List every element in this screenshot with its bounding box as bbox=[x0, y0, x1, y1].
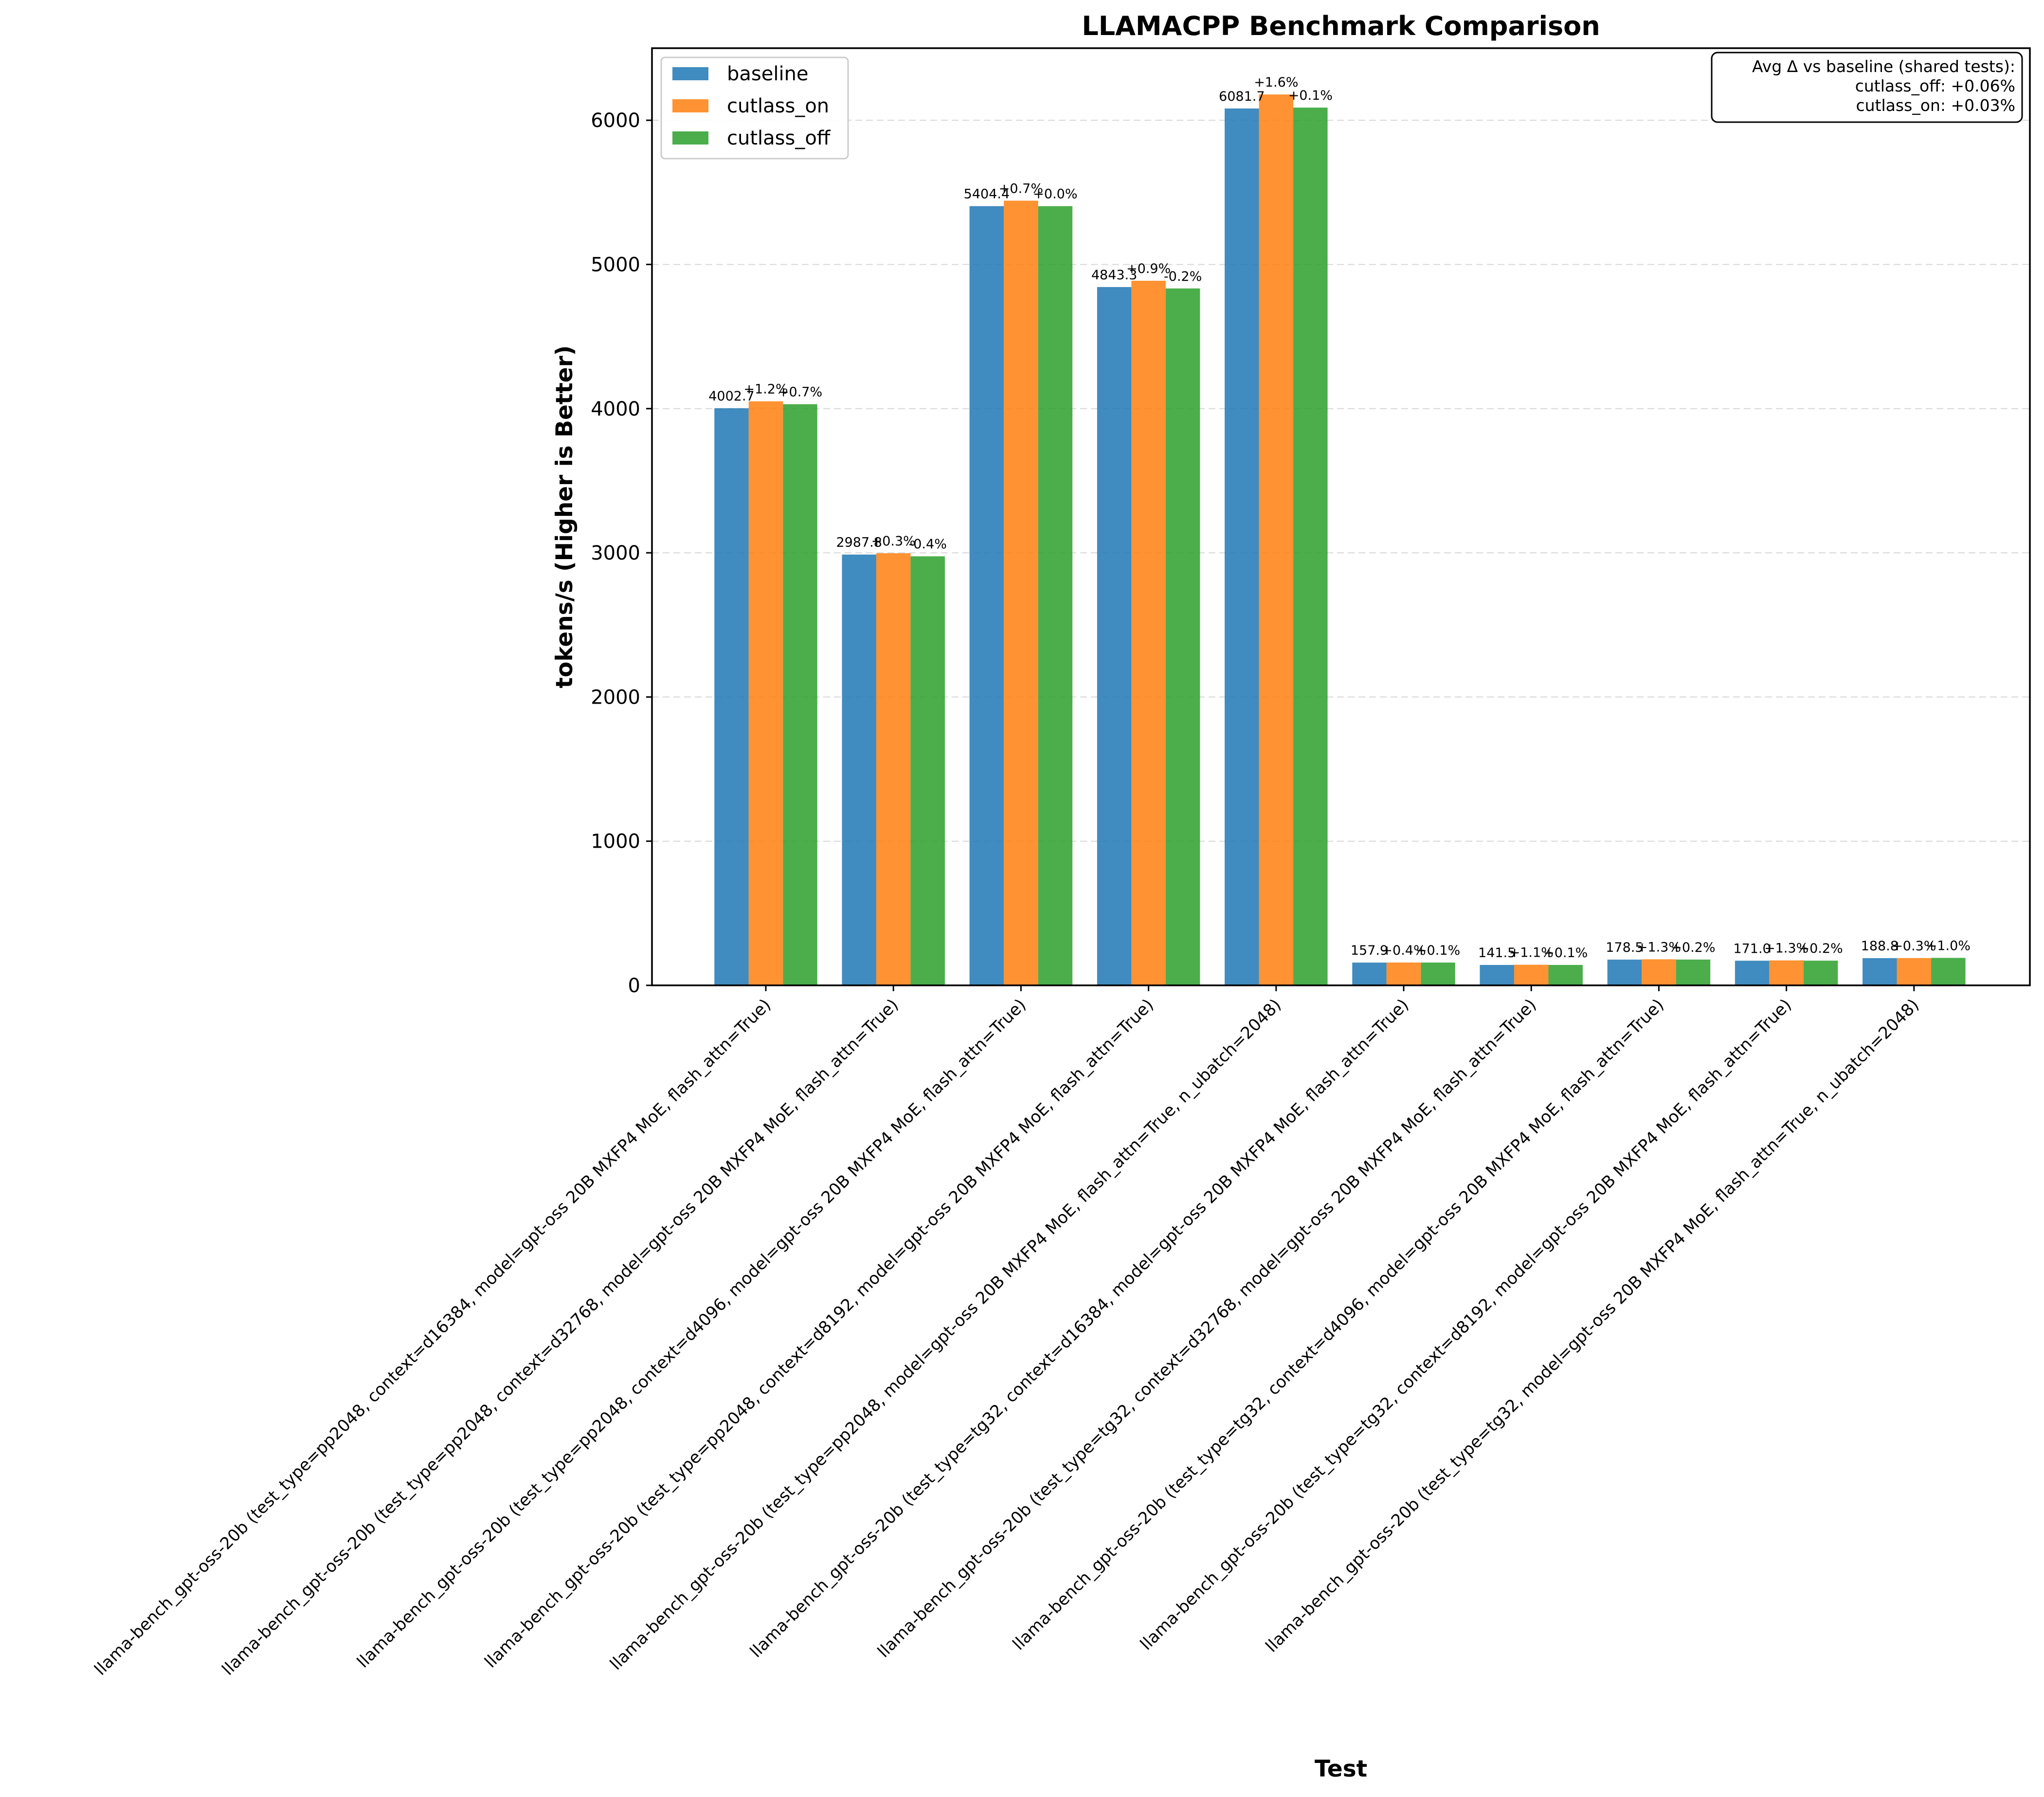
avg-delta-annotation: Avg Δ vs baseline (shared tests): cutlas… bbox=[1711, 52, 2023, 123]
bar-label-baseline-4: 6081.7 bbox=[1219, 89, 1265, 104]
y-tick-label: 2000 bbox=[591, 686, 640, 708]
chart-title: LLAMACPP Benchmark Comparison bbox=[1082, 11, 1600, 41]
bar-cutlass_on-8 bbox=[1769, 960, 1804, 985]
bar-cutlass_off-0 bbox=[783, 404, 817, 985]
bar-cutlass_on-7 bbox=[1642, 959, 1676, 985]
bar-cutlass_on-0 bbox=[748, 401, 783, 985]
bar-label-cutlass_on-4: +1.6% bbox=[1254, 75, 1298, 90]
legend-swatch-cutlass-on bbox=[672, 99, 708, 112]
legend-label-cutlass-on: cutlass_on bbox=[727, 95, 829, 117]
x-tick-label: llama-bench_gpt-oss-20b (test_type=tg32,… bbox=[746, 995, 1412, 1661]
annotation-title: Avg Δ vs baseline (shared tests): bbox=[1752, 57, 2015, 76]
bar-label-cutlass_off-2: +0.0% bbox=[1033, 187, 1077, 202]
bar-label-cutlass_on-6: +1.1% bbox=[1509, 945, 1554, 961]
bar-label-baseline-8: 171.0 bbox=[1733, 941, 1771, 956]
x-tick-label: llama-bench_gpt-oss-20b (test_type=pp204… bbox=[218, 995, 903, 1679]
bar-cutlass_off-4 bbox=[1293, 108, 1328, 985]
bar-baseline-2 bbox=[969, 206, 1004, 985]
legend-label-baseline: baseline bbox=[727, 63, 809, 85]
bar-label-cutlass_off-9: +1.0% bbox=[1926, 938, 1971, 953]
bar-baseline-7 bbox=[1607, 960, 1642, 985]
y-tick-label: 5000 bbox=[591, 254, 640, 276]
bar-label-baseline-1: 2987.8 bbox=[836, 535, 882, 550]
bar-label-cutlass_off-1: -0.4% bbox=[909, 537, 947, 552]
bar-cutlass_off-3 bbox=[1165, 288, 1200, 986]
bar-label-baseline-2: 5404.4 bbox=[964, 187, 1010, 202]
bar-label-cutlass_on-7: +1.3% bbox=[1637, 940, 1681, 955]
bar-cutlass_on-5 bbox=[1386, 962, 1421, 985]
bar-cutlass_on-6 bbox=[1514, 964, 1549, 985]
bar-label-baseline-5: 157.9 bbox=[1351, 943, 1388, 958]
bar-cutlass_on-4 bbox=[1259, 94, 1294, 986]
bar-label-baseline-9: 188.8 bbox=[1861, 939, 1899, 954]
bar-baseline-0 bbox=[714, 408, 749, 985]
bar-label-cutlass_on-2: +0.7% bbox=[999, 181, 1043, 196]
bar-value-labels: 4002.7 2987.8 5404.4 4843.3 6081.7 157.9 141.5… bbox=[708, 75, 1971, 961]
bar-label-cutlass_off-4: +0.1% bbox=[1288, 88, 1333, 103]
plot-frame bbox=[651, 47, 2031, 986]
x-tick-label: llama-bench_gpt-oss-20b (test_type=pp204… bbox=[606, 995, 1285, 1674]
bar-baseline-8 bbox=[1735, 961, 1770, 985]
x-tick-label: llama-bench_gpt-oss-20b (test_type=tg32,… bbox=[1137, 995, 1795, 1654]
bar-label-cutlass_on-0: +1.2% bbox=[743, 382, 788, 397]
y-tick-label: 3000 bbox=[591, 542, 640, 564]
bar-cutlass_on-3 bbox=[1131, 280, 1166, 986]
x-tick-label: llama-bench_gpt-oss-20b (test_type=pp204… bbox=[91, 995, 775, 1679]
bar-label-baseline-3: 4843.3 bbox=[1091, 268, 1137, 283]
bars bbox=[714, 94, 1966, 986]
x-tick-label: llama-bench_gpt-oss-20b (test_type=pp204… bbox=[353, 995, 1030, 1672]
x-tick-label: llama-bench_gpt-oss-20b (test_type=tg32,… bbox=[1009, 995, 1668, 1654]
x-tick-label: llama-bench_gpt-oss-20b (test_type=tg32,… bbox=[1262, 995, 1923, 1656]
legend: baseline cutlass_on cutlass_off bbox=[660, 56, 849, 160]
bar-label-baseline-7: 178.5 bbox=[1606, 940, 1643, 955]
bar-baseline-5 bbox=[1352, 962, 1387, 985]
y-tick-label: 6000 bbox=[591, 109, 640, 132]
bar-label-baseline-0: 4002.7 bbox=[708, 389, 754, 404]
y-tick-label: 1000 bbox=[591, 831, 640, 853]
bar-label-cutlass_off-0: +0.7% bbox=[778, 385, 822, 400]
x-tick-label: llama-bench_gpt-oss-20b (test_type=pp204… bbox=[481, 995, 1158, 1672]
y-axis-label: tokens/s (Higher is Better) bbox=[551, 345, 578, 689]
bar-label-cutlass_off-7: +0.2% bbox=[1671, 940, 1715, 955]
bar-baseline-4 bbox=[1225, 108, 1259, 985]
bar-label-cutlass_on-5: +0.4% bbox=[1381, 943, 1426, 958]
x-axis: llama-bench_gpt-oss-20b (test_type=pp204… bbox=[91, 985, 1923, 1679]
bar-cutlass_on-9 bbox=[1897, 958, 1932, 985]
y-tick-label: 4000 bbox=[591, 398, 640, 420]
bar-label-cutlass_on-8: +1.3% bbox=[1764, 941, 1809, 956]
bar-label-cutlass_off-3: -0.2% bbox=[1164, 269, 1202, 284]
bar-label-cutlass_on-9: +0.3% bbox=[1892, 939, 1936, 954]
bar-cutlass_off-8 bbox=[1803, 961, 1838, 985]
legend-swatch-cutlass-off bbox=[672, 131, 708, 145]
annotation-line-cutlass-on: cutlass_on: +0.03% bbox=[1856, 96, 2015, 115]
bar-label-cutlass_on-1: +0.3% bbox=[871, 534, 916, 549]
bar-cutlass_on-2 bbox=[1004, 200, 1038, 985]
bar-label-cutlass_off-8: +0.2% bbox=[1798, 941, 1843, 956]
bar-label-cutlass_off-5: +0.1% bbox=[1416, 943, 1460, 958]
x-tick-label: llama-bench_gpt-oss-20b (test_type=tg32,… bbox=[874, 995, 1540, 1661]
y-tick-label: 0 bbox=[628, 975, 640, 997]
bar-cutlass_off-2 bbox=[1038, 206, 1073, 985]
bar-label-cutlass_on-3: +0.9% bbox=[1126, 261, 1171, 276]
bar-label-baseline-6: 141.5 bbox=[1478, 945, 1516, 961]
bar-cutlass_off-5 bbox=[1421, 962, 1455, 985]
bar-label-cutlass_off-6: +0.1% bbox=[1543, 945, 1588, 961]
bar-cutlass_off-7 bbox=[1676, 959, 1711, 985]
bar-cutlass_off-1 bbox=[910, 556, 945, 985]
bar-cutlass_on-1 bbox=[876, 553, 911, 985]
annotation-box bbox=[1711, 52, 2023, 123]
bar-baseline-9 bbox=[1863, 958, 1897, 985]
annotation-line-cutlass-off: cutlass_off: +0.06% bbox=[1855, 76, 2015, 95]
legend-label-cutlass-off: cutlass_off bbox=[727, 127, 831, 149]
y-axis: 0 1000 2000 3000 4000 5000 6000 bbox=[591, 109, 652, 997]
bar-baseline-6 bbox=[1480, 965, 1514, 985]
bar-baseline-1 bbox=[842, 554, 876, 985]
bar-cutlass_off-9 bbox=[1931, 958, 1966, 985]
bar-cutlass_off-6 bbox=[1548, 965, 1583, 985]
x-axis-label: Test bbox=[1315, 1756, 1367, 1782]
legend-swatch-baseline bbox=[672, 67, 708, 80]
bar-baseline-3 bbox=[1097, 287, 1132, 985]
